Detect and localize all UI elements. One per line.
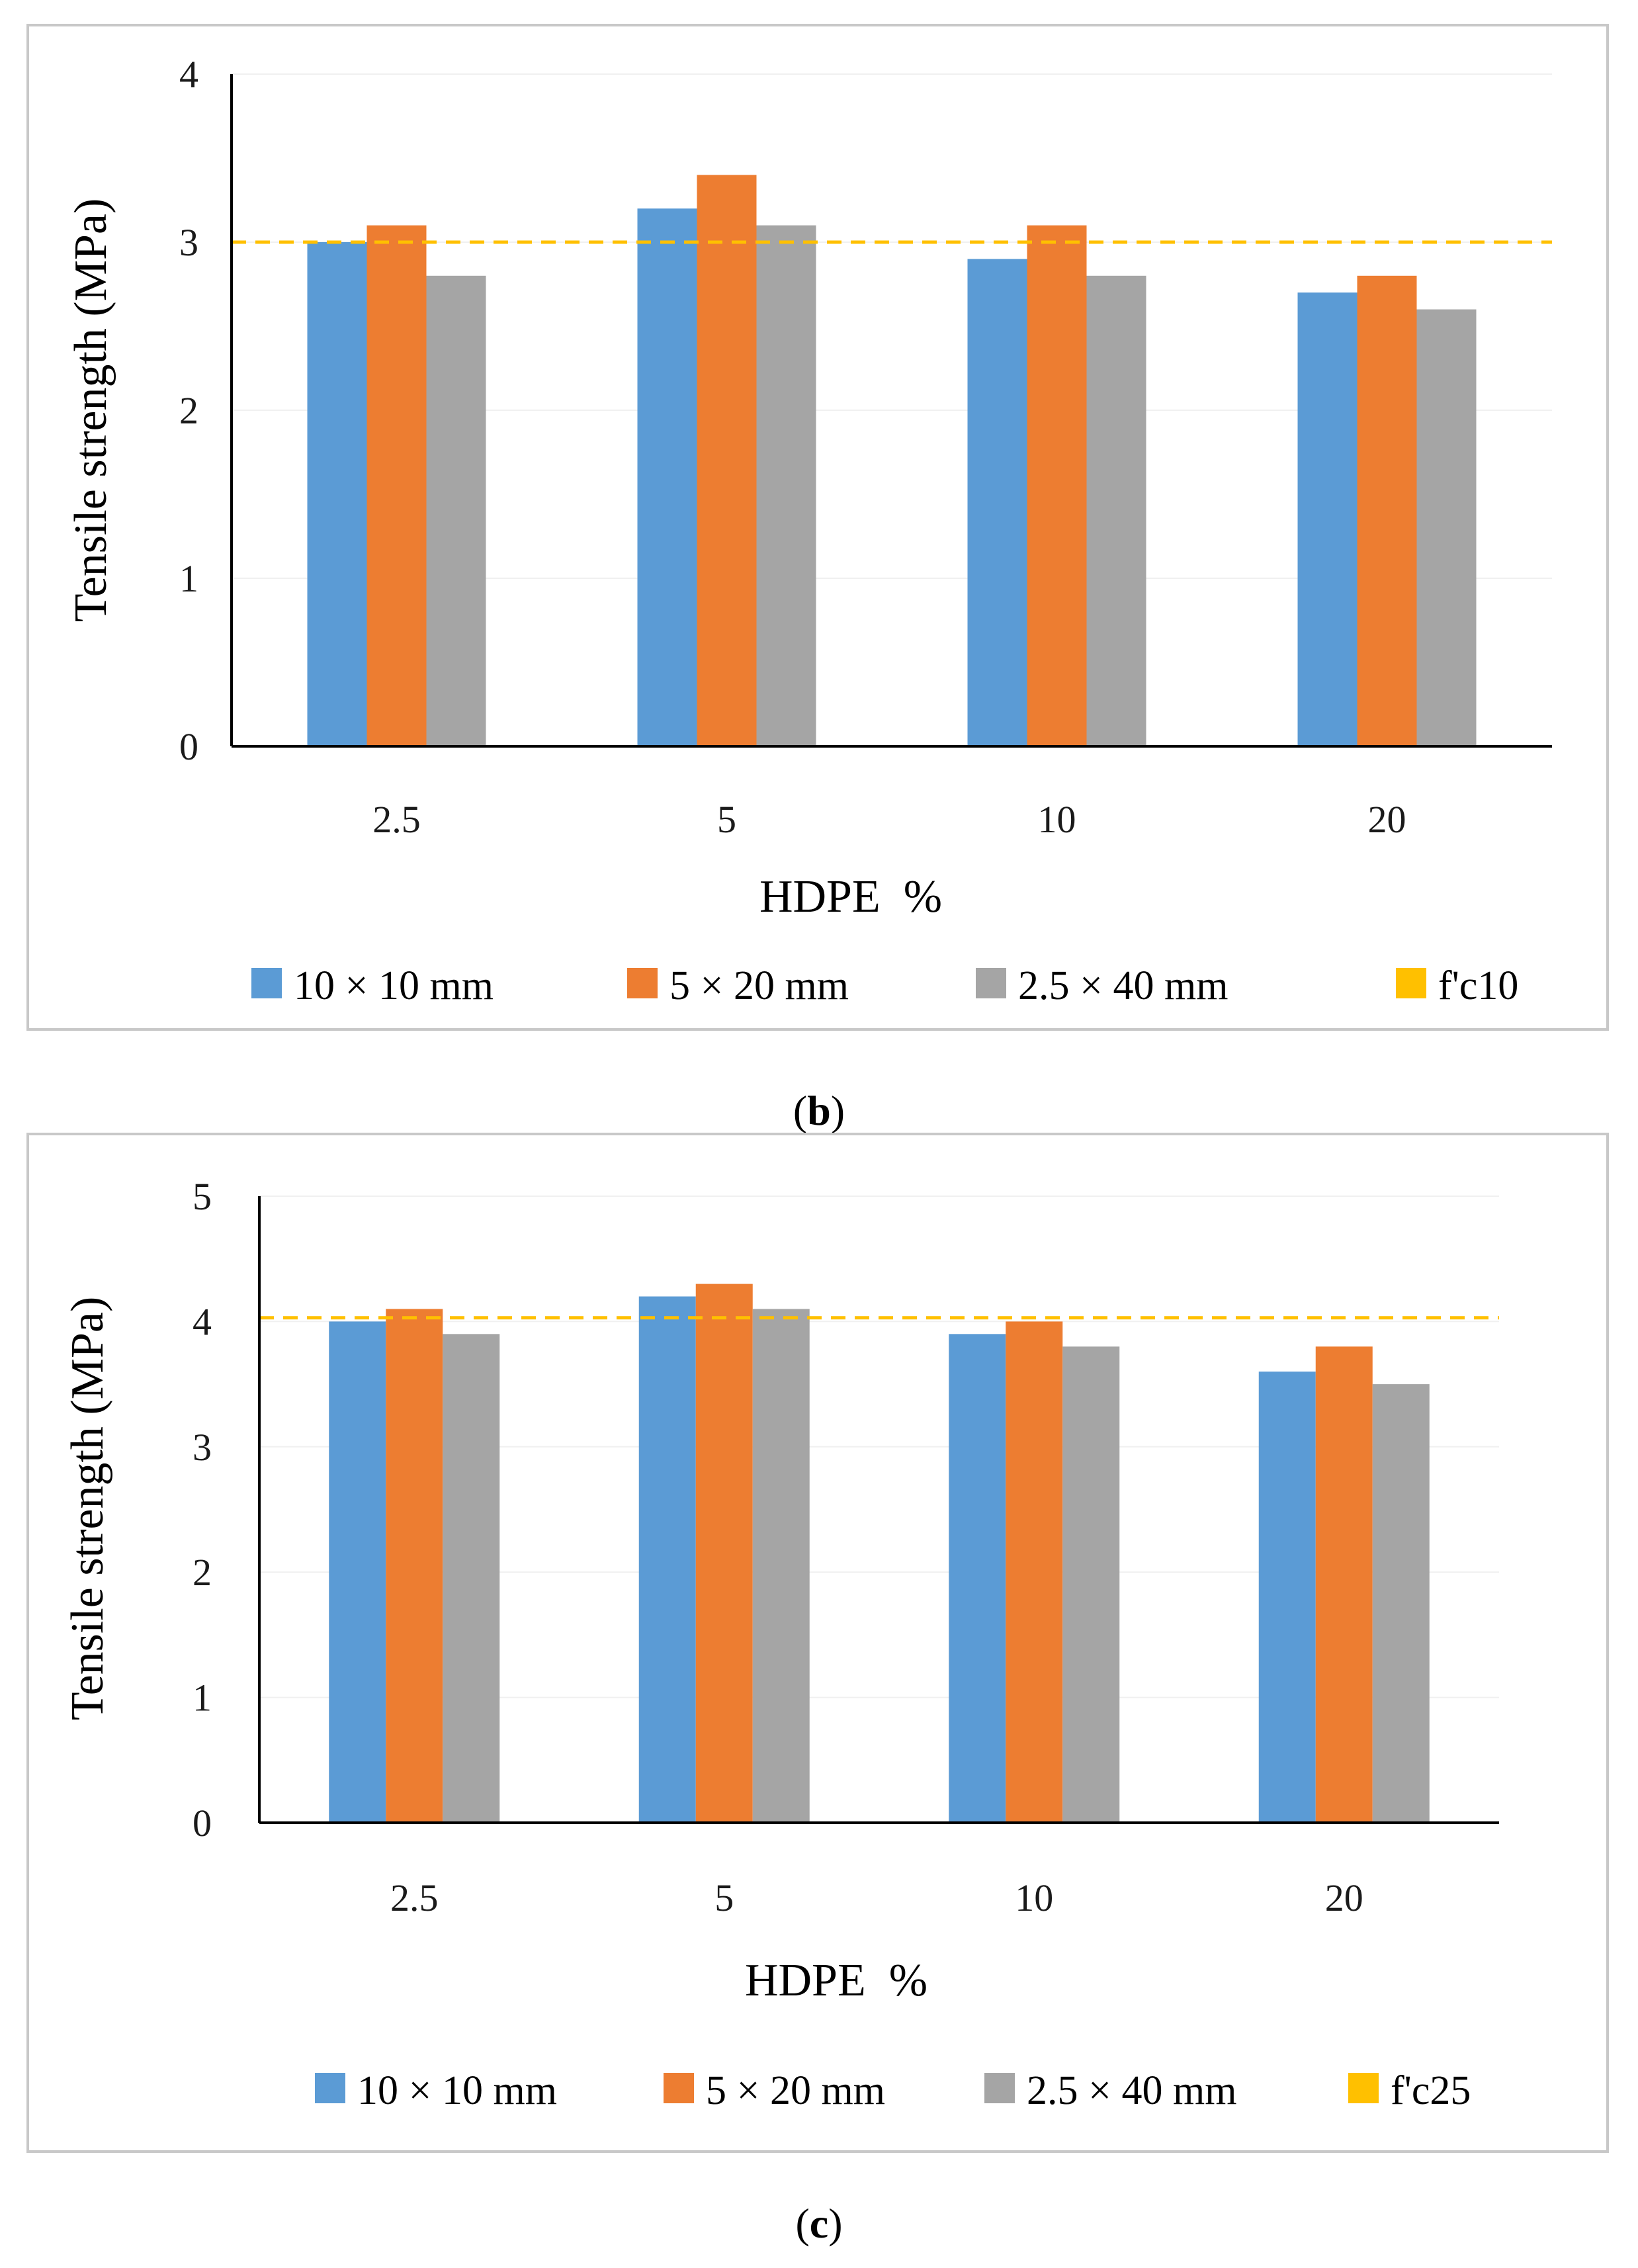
bar-b-2.5-s0 bbox=[307, 242, 367, 746]
bar-c-20-s0 bbox=[1258, 1372, 1316, 1823]
x-tick-label: 20 bbox=[1325, 1876, 1363, 1919]
legend-label: 10 × 10 mm bbox=[357, 2068, 557, 2113]
legend-label: 2.5 × 40 mm bbox=[1027, 2068, 1236, 2113]
chart-b-y-axis-title: Tensile strength (MPa) bbox=[65, 198, 116, 623]
bar-c-20-s1 bbox=[1315, 1346, 1373, 1823]
x-tick-label: 2.5 bbox=[390, 1876, 439, 1919]
bar-b-20-s0 bbox=[1297, 292, 1358, 746]
caption-c-close-paren: ) bbox=[828, 2200, 842, 2247]
legend-item: 10 × 10 mm bbox=[251, 963, 494, 1008]
x-tick-label: 20 bbox=[1368, 798, 1406, 841]
bar-c-5-s0 bbox=[638, 1296, 696, 1823]
chart-c-x-axis-title: HDPE % bbox=[745, 1955, 927, 2006]
bar-b-20-s2 bbox=[1416, 309, 1477, 747]
caption-c: (c) bbox=[795, 2200, 842, 2247]
bar-c-2.5-s1 bbox=[386, 1309, 443, 1823]
legend-swatch bbox=[315, 2073, 345, 2103]
x-tick-label: 5 bbox=[714, 1876, 734, 1919]
chart-c-legend: 10 × 10 mm 5 × 20 mm 2.5 × 40 mm f'c25 bbox=[315, 2068, 1471, 2113]
chart-c-y-ticks: 0 1 2 3 4 5 bbox=[193, 1175, 212, 1845]
bar-b-2.5-s2 bbox=[426, 275, 486, 746]
legend-item: f'c25 bbox=[1348, 2068, 1471, 2113]
legend-swatch bbox=[1396, 968, 1426, 998]
legend-label: 5 × 20 mm bbox=[706, 2068, 885, 2113]
legend-label: 5 × 20 mm bbox=[669, 963, 849, 1008]
legend-swatch bbox=[664, 2073, 694, 2103]
y-tick-label: 3 bbox=[193, 1426, 212, 1469]
legend-item: f'c10 bbox=[1396, 963, 1518, 1008]
legend-item: 5 × 20 mm bbox=[627, 963, 849, 1008]
chart-c-x-ticks: 2.5 5 10 20 bbox=[390, 1876, 1363, 1919]
y-tick-label: 4 bbox=[179, 53, 198, 96]
legend-item: 2.5 × 40 mm bbox=[984, 2068, 1236, 2113]
caption-c-letter: c bbox=[810, 2200, 828, 2247]
legend-item: 2.5 × 40 mm bbox=[976, 963, 1228, 1008]
bar-b-10-s2 bbox=[1086, 275, 1146, 746]
x-tick-label: 2.5 bbox=[372, 798, 421, 841]
legend-swatch bbox=[984, 2073, 1015, 2103]
y-tick-label: 1 bbox=[179, 557, 198, 600]
bar-b-20-s1 bbox=[1357, 275, 1417, 746]
y-tick-label: 4 bbox=[193, 1300, 212, 1343]
x-tick-label: 5 bbox=[717, 798, 736, 841]
bar-c-5-s1 bbox=[695, 1284, 753, 1823]
legend-swatch bbox=[251, 968, 282, 998]
chart-b: 0 1 2 3 4 2.5 5 10 20 Tensile strength (MPa) HD… bbox=[26, 24, 1609, 1031]
y-tick-label: 2 bbox=[179, 389, 198, 432]
legend-label: 2.5 × 40 mm bbox=[1018, 963, 1228, 1008]
bar-c-20-s2 bbox=[1372, 1384, 1430, 1823]
x-tick-label: 10 bbox=[1038, 798, 1076, 841]
y-tick-label: 0 bbox=[193, 1802, 212, 1845]
bar-c-10-s2 bbox=[1062, 1346, 1120, 1823]
caption-b-letter: b bbox=[807, 1087, 831, 1134]
bar-c-10-s1 bbox=[1006, 1321, 1063, 1823]
bar-b-5-s1 bbox=[697, 175, 757, 746]
bar-c-2.5-s0 bbox=[329, 1321, 386, 1823]
bar-c-5-s2 bbox=[752, 1309, 810, 1823]
bar-b-5-s2 bbox=[756, 225, 816, 747]
y-tick-label: 0 bbox=[179, 725, 198, 768]
legend-label: 10 × 10 mm bbox=[294, 963, 494, 1008]
bar-b-2.5-s1 bbox=[366, 225, 427, 747]
chart-b-bars bbox=[307, 175, 1477, 747]
caption-b-open-paren: ( bbox=[793, 1087, 807, 1134]
bar-b-5-s0 bbox=[637, 208, 697, 746]
legend-swatch bbox=[1348, 2073, 1379, 2103]
y-tick-label: 3 bbox=[179, 221, 198, 264]
caption-b: (b) bbox=[793, 1087, 845, 1134]
chart-b-x-axis-title: HDPE % bbox=[759, 871, 942, 922]
legend-label: f'c25 bbox=[1391, 2068, 1471, 2113]
y-tick-label: 2 bbox=[193, 1551, 212, 1594]
chart-c-y-axis-title: Tensile strength (MPa) bbox=[62, 1297, 113, 1721]
legend-item: 10 × 10 mm bbox=[315, 2068, 557, 2113]
bar-c-10-s0 bbox=[949, 1334, 1006, 1823]
chart-c-bars bbox=[329, 1284, 1430, 1823]
caption-b-close-paren: ) bbox=[831, 1087, 845, 1134]
x-tick-label: 10 bbox=[1015, 1876, 1053, 1919]
chart-c: 0 1 2 3 4 5 2.5 5 10 20 Tensile strength (MPa) H… bbox=[26, 1133, 1609, 2153]
bar-b-10-s1 bbox=[1027, 225, 1087, 747]
y-tick-label: 1 bbox=[193, 1677, 212, 1720]
bar-c-2.5-s2 bbox=[443, 1334, 500, 1823]
legend-label: f'c10 bbox=[1438, 963, 1518, 1008]
chart-b-x-ticks: 2.5 5 10 20 bbox=[372, 798, 1406, 841]
legend-swatch bbox=[627, 968, 658, 998]
legend-swatch bbox=[976, 968, 1006, 998]
chart-b-y-ticks: 0 1 2 3 4 bbox=[179, 53, 198, 768]
y-tick-label: 5 bbox=[193, 1175, 212, 1218]
chart-b-legend: 10 × 10 mm 5 × 20 mm 2.5 × 40 mm f'c10 bbox=[251, 963, 1518, 1008]
caption-c-open-paren: ( bbox=[795, 2200, 809, 2247]
bar-b-10-s0 bbox=[967, 259, 1027, 746]
legend-item: 5 × 20 mm bbox=[664, 2068, 885, 2113]
